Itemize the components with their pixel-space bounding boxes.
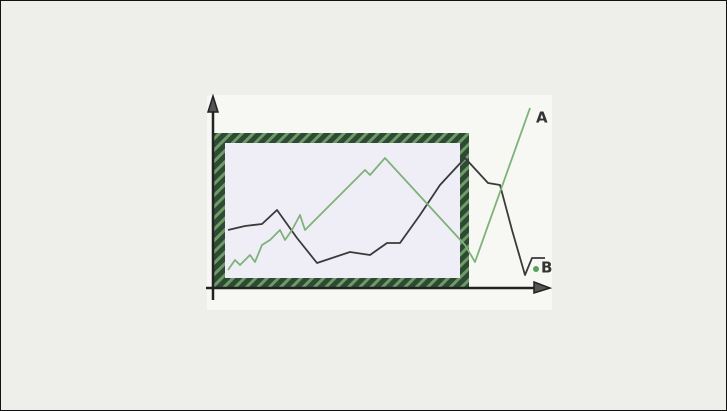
line-b [227,157,545,276]
y-arrow [206,93,220,113]
x-arrow [533,280,553,295]
frame-inner [225,143,460,278]
line-label: B [541,259,552,277]
line-label: A [536,109,548,127]
point-b [533,266,539,272]
line-a [227,107,531,271]
